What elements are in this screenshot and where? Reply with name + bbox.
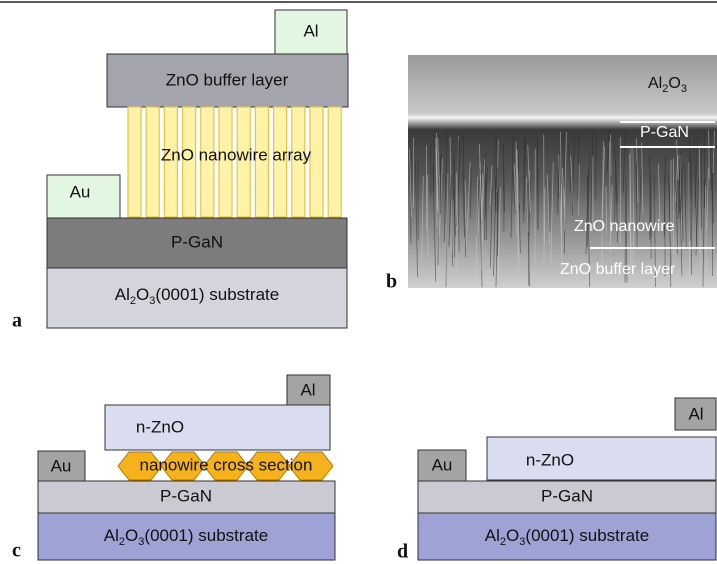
au-label: Au — [432, 455, 453, 474]
panel-b: Al2O3 P-GaN ZnO nanowire ZnO buffer laye… — [386, 55, 717, 293]
substrate-label: Al2O3(0001) substrate — [104, 526, 268, 547]
substrate-label: Al2O3(0001) substrate — [115, 285, 279, 306]
panel-label: a — [12, 310, 22, 332]
nanowire — [146, 107, 159, 217]
nanowire — [310, 107, 323, 217]
nanowire-label: ZnO nanowire array — [161, 145, 312, 164]
zno-label: n-ZnO — [136, 417, 184, 436]
gan-label: P-GaN — [171, 232, 223, 251]
nanowire — [128, 107, 141, 217]
panel-c: Al n-ZnO nanowire cross section Au P-GaN… — [12, 375, 335, 562]
nanowire-label: nanowire cross section — [140, 455, 313, 474]
gan-label: P-GaN — [160, 486, 212, 505]
panel-label: c — [12, 540, 21, 562]
panel-d: Al n-ZnO Au P-GaN Al2O3(0001) substrate … — [397, 398, 716, 563]
gan-label: P-GaN — [640, 124, 689, 141]
sem-streak — [564, 135, 565, 254]
au-label: Au — [51, 456, 72, 475]
gan-label: P-GaN — [541, 486, 593, 505]
buffer-label: ZnO buffer layer — [166, 70, 289, 89]
nanowire-label: ZnO nanowire — [574, 218, 675, 235]
al-label: Al — [300, 380, 315, 399]
buffer-label: ZnO buffer layer — [560, 261, 676, 278]
zno-label: n-ZnO — [526, 450, 574, 469]
au-label: Au — [70, 182, 91, 201]
figure: Al ZnO buffer layer ZnO nanowire array A… — [0, 0, 717, 564]
panel-label: b — [386, 271, 397, 293]
zno-layer — [487, 437, 716, 480]
nanowire — [328, 107, 341, 217]
panel-a: Al ZnO buffer layer ZnO nanowire array A… — [12, 10, 348, 332]
panel-label: d — [397, 541, 408, 563]
substrate-label: Al2O3(0001) substrate — [485, 526, 649, 547]
al-label: Al — [303, 21, 318, 40]
al-label: Al — [688, 404, 703, 423]
